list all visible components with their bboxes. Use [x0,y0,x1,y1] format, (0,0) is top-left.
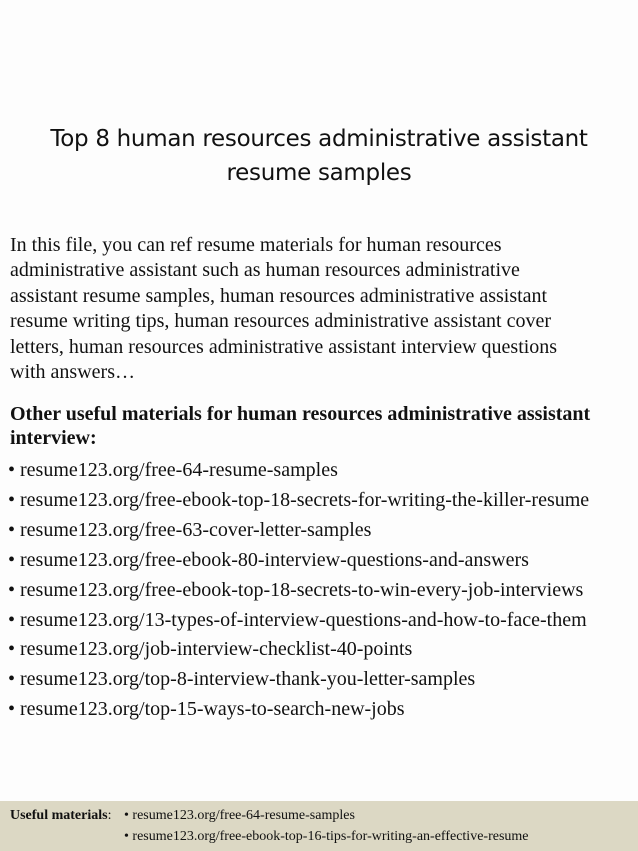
intro-line: resume writing tips, human resources adm… [10,310,551,333]
list-item: • resume123.org/job-interview-checklist-… [8,638,413,661]
list-item: • resume123.org/free-64-resume-samples [8,459,338,481]
title-line: resume samples [226,160,412,186]
list-item: • resume123.org/free-ebook-top-18-secret… [8,488,590,511]
intro-line: letters, human resources administrative … [10,335,558,358]
materials-list: • resume123.org/free-64-resume-samples •… [8,456,589,725]
list-item: • resume123.org/top-8-interview-thank-yo… [8,668,476,691]
footer-label-text: Useful materials [10,808,108,823]
list-item: • resume123.org/free-ebook-top-18-secret… [8,578,584,601]
intro-line: with answers… [10,361,135,384]
intro-paragraph: In this file, you can ref resume materia… [10,233,557,385]
section-heading: Other useful materials for human resourc… [10,402,590,450]
list-item: • resume123.org/free-ebook-80-interview-… [8,548,529,571]
list-item: • resume123.org/top-15-ways-to-search-ne… [8,698,405,721]
intro-line: In this file, you can ref resume materia… [10,234,502,256]
footer-band: Useful materials: • resume123.org/free-6… [0,801,638,851]
footer-colon: : [107,808,112,823]
intro-line: administrative assistant such as human r… [10,259,520,282]
footer-link: • resume123.org/free-ebook-top-16-tips-f… [124,829,529,844]
list-item: • resume123.org/free-63-cover-letter-sam… [8,518,372,541]
list-item: • resume123.org/13-types-of-interview-qu… [8,608,587,631]
footer-link: • resume123.org/free-64-resume-samples [124,808,355,823]
intro-line: assistant resume samples, human resource… [10,284,548,307]
heading-line: Other useful materials for human resourc… [10,403,591,425]
title-line: Top 8 human resources administrative ass… [50,126,588,152]
document-title: Top 8 human resources administrative ass… [0,122,638,190]
heading-line: interview: [10,427,97,449]
footer-label: Useful materials: [10,808,111,824]
